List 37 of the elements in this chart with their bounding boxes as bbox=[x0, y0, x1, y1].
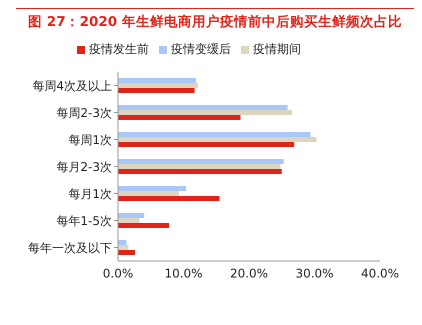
x-tick-label: 0.0% bbox=[102, 266, 134, 281]
y-tick-label: 每月1次 bbox=[68, 186, 112, 201]
bar bbox=[118, 186, 186, 191]
legend-label: 疫情发生前 bbox=[89, 42, 149, 56]
bar bbox=[118, 245, 128, 250]
bar bbox=[118, 250, 136, 255]
bar bbox=[118, 159, 284, 164]
bar bbox=[118, 132, 311, 137]
bar bbox=[118, 142, 294, 147]
chart-title: 图 27：2020 年生鲜电商用户疫情前中后购买生鲜频次占比 bbox=[16, 8, 414, 31]
y-tick-label: 每年1-5次 bbox=[56, 214, 112, 228]
legend-label: 疫情变缓后 bbox=[171, 42, 231, 56]
bar bbox=[118, 105, 288, 110]
y-tick-label: 每周4次及以上 bbox=[32, 78, 112, 93]
bar bbox=[118, 78, 196, 83]
bar bbox=[118, 191, 179, 196]
x-tick-label: 10.0% bbox=[164, 266, 203, 281]
bar bbox=[118, 218, 140, 223]
bar bbox=[118, 137, 316, 142]
bar bbox=[118, 223, 170, 228]
x-tick-label: 40.0% bbox=[360, 266, 400, 281]
bar bbox=[118, 240, 127, 245]
x-tick-label: 30.0% bbox=[295, 266, 334, 281]
bar bbox=[118, 110, 292, 115]
y-tick-label: 每周2-3次 bbox=[56, 106, 112, 120]
bar bbox=[118, 115, 240, 120]
bar bbox=[118, 83, 198, 88]
y-tick-label: 每周1次 bbox=[68, 132, 112, 147]
legend-label: 疫情期间 bbox=[253, 42, 301, 56]
y-tick-label: 每年一次及以下 bbox=[28, 240, 112, 255]
bar bbox=[118, 88, 195, 93]
bar bbox=[118, 213, 144, 218]
bar bbox=[118, 164, 280, 169]
bar bbox=[118, 196, 220, 201]
bar bbox=[118, 169, 282, 174]
y-tick-label: 每月2-3次 bbox=[56, 160, 112, 174]
x-tick-label: 20.0% bbox=[230, 266, 268, 281]
